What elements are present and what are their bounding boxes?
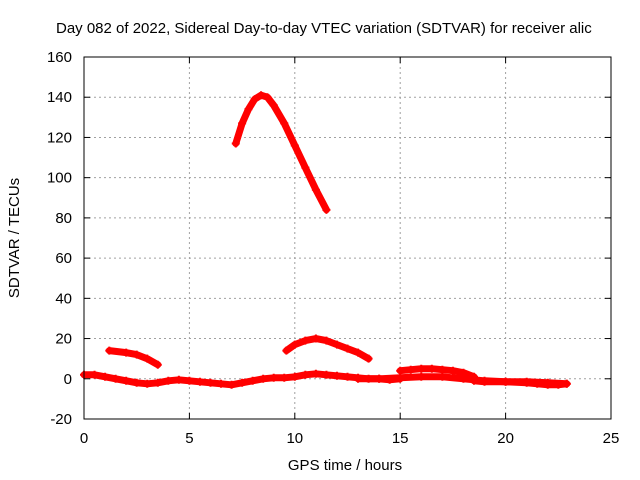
data-point [301, 370, 310, 379]
data-point [101, 372, 110, 381]
data-point [311, 369, 320, 378]
y-axis-label: SDTVAR / TECUs [6, 178, 23, 298]
data-point [238, 119, 247, 128]
data-point [562, 379, 571, 388]
data-point [417, 364, 426, 373]
data-point [259, 374, 268, 383]
data-point [417, 372, 426, 381]
data-point [290, 372, 299, 381]
data-point [354, 374, 363, 383]
data-point [354, 348, 363, 357]
data-point [311, 185, 320, 194]
y-tick-label: 80 [55, 210, 72, 227]
y-tick-label: 60 [55, 250, 72, 267]
data-point [533, 379, 542, 388]
data-point [244, 105, 253, 114]
data-point [280, 119, 289, 128]
data-point [501, 377, 510, 386]
data-point [122, 376, 131, 385]
y-tick-label: -20 [50, 411, 72, 428]
x-tick-label: 25 [603, 430, 620, 447]
x-tick-label: 0 [80, 430, 88, 447]
data-point [206, 378, 215, 387]
data-point [396, 366, 405, 375]
data-point [90, 370, 99, 379]
data-point [105, 346, 114, 355]
data-point [248, 376, 257, 385]
plot-frame [83, 56, 612, 420]
y-tick-label: 140 [47, 89, 72, 106]
data-point [227, 380, 236, 389]
data-point [195, 377, 204, 386]
y-tick-label: 20 [55, 331, 72, 348]
data-point [322, 336, 331, 345]
data-point [543, 380, 552, 389]
data-point [290, 340, 299, 349]
x-axis-label: GPS time / hours [288, 457, 402, 474]
data-point [231, 139, 240, 148]
data-point [280, 373, 289, 382]
chart-title: Day 082 of 2022, Sidereal Day-to-day VTE… [56, 20, 592, 37]
x-tick-label: 10 [286, 430, 303, 447]
data-point [480, 377, 489, 386]
series-line-track-2 [105, 347, 162, 369]
data-point [332, 371, 341, 380]
data-point [282, 346, 291, 355]
y-tick-label: 160 [47, 49, 72, 66]
y-tick-label: 100 [47, 170, 72, 187]
data-point [269, 373, 278, 382]
data-point [406, 365, 415, 374]
y-tick-label: 0 [64, 371, 72, 388]
data-point [301, 163, 310, 172]
data-point [438, 365, 447, 374]
data-point [343, 372, 352, 381]
data-point [132, 378, 141, 387]
data-point [143, 354, 152, 363]
data-point [250, 95, 259, 104]
data-point [469, 376, 478, 385]
data-point [322, 370, 331, 379]
data-point [311, 334, 320, 343]
data-point [122, 348, 131, 357]
grid-layer [84, 57, 611, 419]
data-point [343, 344, 352, 353]
data-point [459, 368, 468, 377]
data-point [185, 376, 194, 385]
data-point [396, 373, 405, 382]
data-point [301, 336, 310, 345]
data-point [153, 360, 162, 369]
data-point [375, 374, 384, 383]
x-tick-label: 15 [392, 430, 409, 447]
y-tick-label: 120 [47, 129, 72, 146]
data-point [132, 350, 141, 359]
series-layer [80, 91, 571, 389]
data-point [522, 378, 531, 387]
data-point [217, 379, 226, 388]
x-tick-label: 20 [497, 430, 514, 447]
data-point [364, 354, 373, 363]
data-point [448, 366, 457, 375]
data-point [257, 91, 266, 100]
data-point [290, 141, 299, 150]
tick-layer: 0 5 10 15 20 25 -20 0 20 40 60 80 100 120 140 160 [47, 49, 619, 447]
data-point [332, 340, 341, 349]
data-point [263, 93, 272, 102]
data-point [174, 375, 183, 384]
data-point [143, 379, 152, 388]
series-line-track-3 [232, 91, 330, 214]
series-line-track-4 [282, 335, 373, 363]
data-point [322, 205, 331, 214]
y-tick-label: 40 [55, 290, 72, 307]
data-point [269, 101, 278, 110]
data-point [427, 364, 436, 373]
data-point [438, 372, 447, 381]
data-point [238, 378, 247, 387]
data-point [153, 378, 162, 387]
data-point [111, 374, 120, 383]
data-point [164, 376, 173, 385]
data-point [554, 380, 563, 389]
x-tick-label: 5 [185, 430, 193, 447]
